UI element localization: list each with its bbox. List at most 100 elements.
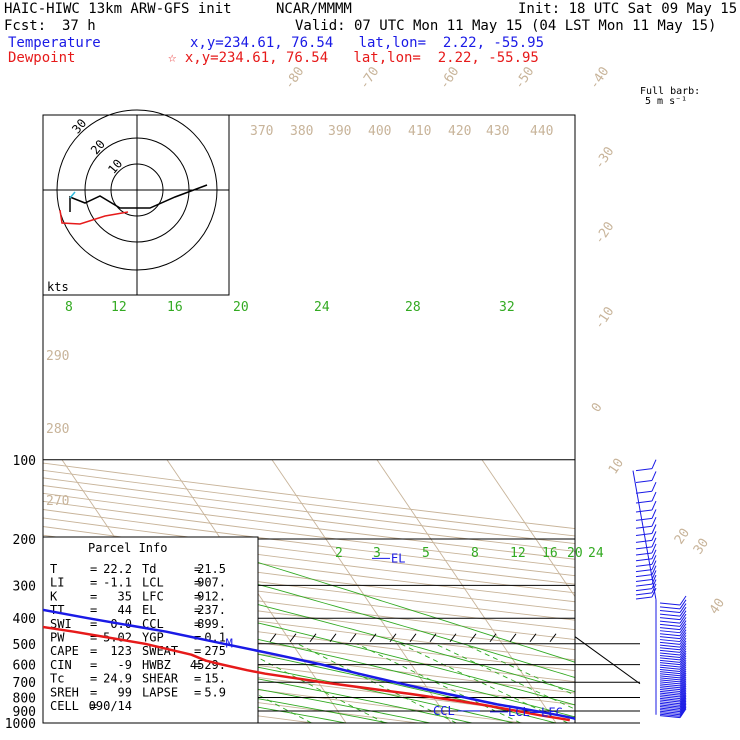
parcel-info-value: 99	[118, 685, 132, 699]
parcel-info-value: =	[194, 672, 201, 686]
temperature-line	[43, 608, 575, 721]
mixing-ratio-label: 28	[405, 300, 421, 315]
isotherm-label: 30	[691, 536, 712, 557]
mixing-ratio-label: 16	[167, 300, 183, 315]
pressure-label: 1000	[5, 717, 36, 732]
parcel-info-value: -9	[118, 658, 132, 672]
parcel-info-value: 123	[110, 644, 132, 658]
parcel-info-value: LI	[50, 576, 64, 590]
parcel-info-value: =	[90, 644, 97, 658]
theta-label: 370	[250, 124, 273, 139]
pressure-label: 600	[13, 659, 36, 674]
theta-label: 280	[46, 422, 69, 437]
mixing-ratio-label: 32	[499, 300, 515, 315]
mixing-ratio-label: 20	[233, 300, 249, 315]
isotherm-label: -20	[592, 219, 618, 247]
parcel-info-value: =	[194, 617, 201, 631]
parcel-info-value: =	[194, 658, 201, 672]
mixing-ratio-label: 24	[314, 300, 330, 315]
theta-label: 270	[46, 494, 69, 509]
mixing-ratio-label: 12	[111, 300, 127, 315]
parcel-info-value: =	[90, 589, 97, 603]
fcst-label: Fcst:	[4, 18, 47, 34]
isotherm-label: -70	[357, 64, 383, 92]
isotherm-label: -50	[512, 64, 538, 92]
parcel-info-value: 44	[118, 603, 132, 617]
parcel-info-value: SWEAT	[142, 644, 178, 658]
parcel-info-value: =	[90, 658, 97, 672]
parcel-info-value: =	[194, 589, 201, 603]
init-time: Init: 18 UTC Sat 09 May 15	[518, 1, 738, 17]
isotherm-label: -40	[587, 64, 613, 92]
parcel-info-value: =	[90, 603, 97, 617]
pressure-label: 300	[13, 579, 36, 594]
parcel-info-value: =	[194, 576, 201, 590]
isotherm-label: 10	[606, 456, 627, 477]
dewpoint-location: ☆ x,y=234.61, 76.54 lat,lon= 2.22, -55.9…	[168, 50, 539, 66]
barb-scale-title: Full barb:	[640, 86, 700, 97]
parcel-info-value: =	[90, 672, 97, 686]
isotherm-label: -60	[437, 64, 463, 92]
theta-label: 290	[46, 349, 69, 364]
hodograph-unit: kts	[47, 280, 69, 294]
level-annotation: LFC	[541, 705, 563, 719]
parcel-info-value: =	[194, 603, 201, 617]
org-name: NCAR/MMMM	[276, 1, 352, 17]
isotherm-label: -30	[592, 144, 618, 172]
mixing-ratio-label: 8	[471, 546, 479, 561]
level-annotation: CCL	[433, 704, 455, 718]
wind-barbs	[632, 459, 687, 719]
mixing-ratio-label: 5	[422, 546, 430, 561]
parcel-info-value: =	[194, 685, 201, 699]
parcel-info-value: 24.9	[103, 672, 132, 686]
parcel-info-value: 15.	[204, 672, 226, 686]
level-annotation: EL	[391, 551, 405, 565]
pressure-label: 700	[13, 676, 36, 691]
parcel-info-value: SHEAR	[142, 672, 179, 686]
level-annotation: M	[226, 636, 233, 650]
pressure-label: 500	[13, 638, 36, 653]
parcel-info-value: EL	[142, 603, 156, 617]
pressure-label: 400	[13, 612, 36, 627]
parcel-info-value: -1.1	[103, 576, 132, 590]
model-title: HAIC-HIWC 13km ARW-GFS init	[4, 1, 232, 17]
mixing-ratio-label: 2	[335, 546, 343, 561]
isotherm-label: 0	[589, 400, 606, 415]
theta-label: 420	[448, 124, 471, 139]
parcel-info-value: 5.9	[204, 685, 226, 699]
pressure-label: 900	[13, 705, 36, 720]
parcel-info-value: K	[50, 589, 58, 603]
parcel-info-value: =	[90, 576, 97, 590]
parcel-info-value: CIN	[50, 658, 72, 672]
parcel-info-value: =	[90, 562, 97, 576]
mixing-ratio-label: 3	[373, 546, 381, 561]
barb-scale-unit: 5 m s⁻¹	[645, 96, 687, 107]
temperature-location: x,y=234.61, 76.54 lat,lon= 2.22, -55.95	[190, 35, 545, 51]
parcel-info-value: =	[90, 617, 97, 631]
parcel-info-value: HWBZ	[142, 658, 171, 672]
parcel-info-value: T	[50, 562, 57, 576]
parcel-info-value: Td	[142, 562, 156, 576]
isotherm-label: 40	[707, 596, 728, 617]
parcel-info-value: 22.2	[103, 562, 132, 576]
mixing-ratio-label: 24	[588, 546, 604, 561]
parcel-info-value: SWI	[50, 617, 72, 631]
theta-label: 380	[290, 124, 313, 139]
theta-label: 400	[368, 124, 391, 139]
level-annotation: LCL	[508, 705, 530, 719]
parcel-info-value: 899.	[197, 617, 226, 631]
valid-time: Valid: 07 UTC Mon 11 May 15 (04 LST Mon …	[295, 18, 717, 34]
parcel-info-value: =	[194, 644, 201, 658]
parcel-info-value: 275	[204, 644, 226, 658]
mixing-ratio-label: 12	[510, 546, 526, 561]
pressure-label: 800	[13, 691, 36, 706]
parcel-info-value: PW	[50, 631, 65, 645]
parcel-info-value: CELL	[50, 699, 79, 713]
parcel-info-title: Parcel Info	[88, 541, 167, 555]
parcel-info-value: 35	[118, 589, 132, 603]
parcel-info-value: =	[90, 685, 97, 699]
pressure-label: 100	[13, 454, 36, 469]
